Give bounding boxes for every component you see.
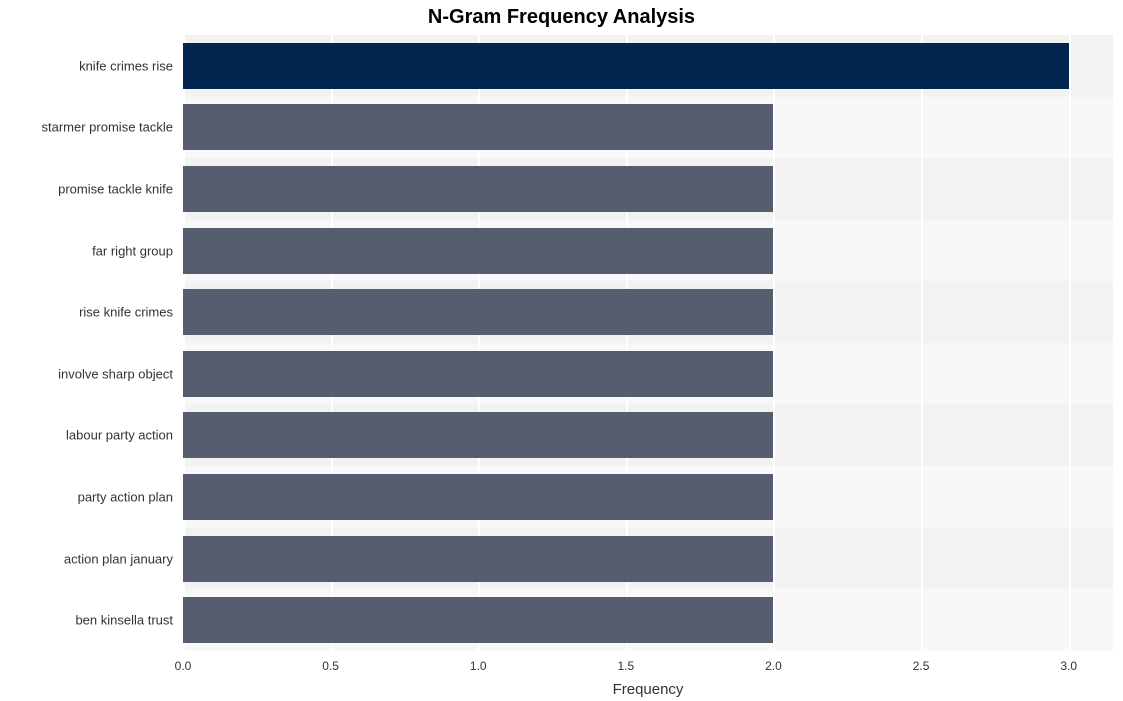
y-tick-label: action plan january: [64, 551, 183, 566]
x-tick-label: 2.0: [765, 651, 782, 673]
x-gridline: [773, 35, 775, 651]
y-tick-label: starmer promise tackle: [42, 120, 183, 135]
y-tick-label: rise knife crimes: [79, 305, 183, 320]
y-tick-label: far right group: [92, 243, 183, 258]
plot-area: Frequency knife crimes risestarmer promi…: [183, 35, 1113, 651]
x-tick-label: 1.5: [618, 651, 635, 673]
y-tick-label: promise tackle knife: [58, 182, 183, 197]
bar: [183, 412, 773, 458]
y-tick-label: ben kinsella trust: [75, 613, 183, 628]
x-tick-label: 3.0: [1060, 651, 1077, 673]
bar: [183, 536, 773, 582]
bar: [183, 474, 773, 520]
x-tick-label: 2.5: [913, 651, 930, 673]
bar: [183, 351, 773, 397]
bar: [183, 166, 773, 212]
bar: [183, 43, 1069, 89]
x-tick-label: 1.0: [470, 651, 487, 673]
ngram-frequency-chart: N-Gram Frequency Analysis Frequency knif…: [0, 0, 1123, 701]
chart-title: N-Gram Frequency Analysis: [0, 6, 1123, 29]
bar: [183, 228, 773, 274]
x-gridline: [921, 35, 923, 651]
x-gridline: [1069, 35, 1071, 651]
y-tick-label: labour party action: [66, 428, 183, 443]
bar: [183, 597, 773, 643]
bar: [183, 104, 773, 150]
y-tick-label: party action plan: [78, 490, 183, 505]
x-tick-label: 0.0: [175, 651, 192, 673]
y-tick-label: knife crimes rise: [79, 58, 183, 73]
bar: [183, 289, 773, 335]
y-tick-label: involve sharp object: [58, 366, 183, 381]
x-tick-label: 0.5: [322, 651, 339, 673]
